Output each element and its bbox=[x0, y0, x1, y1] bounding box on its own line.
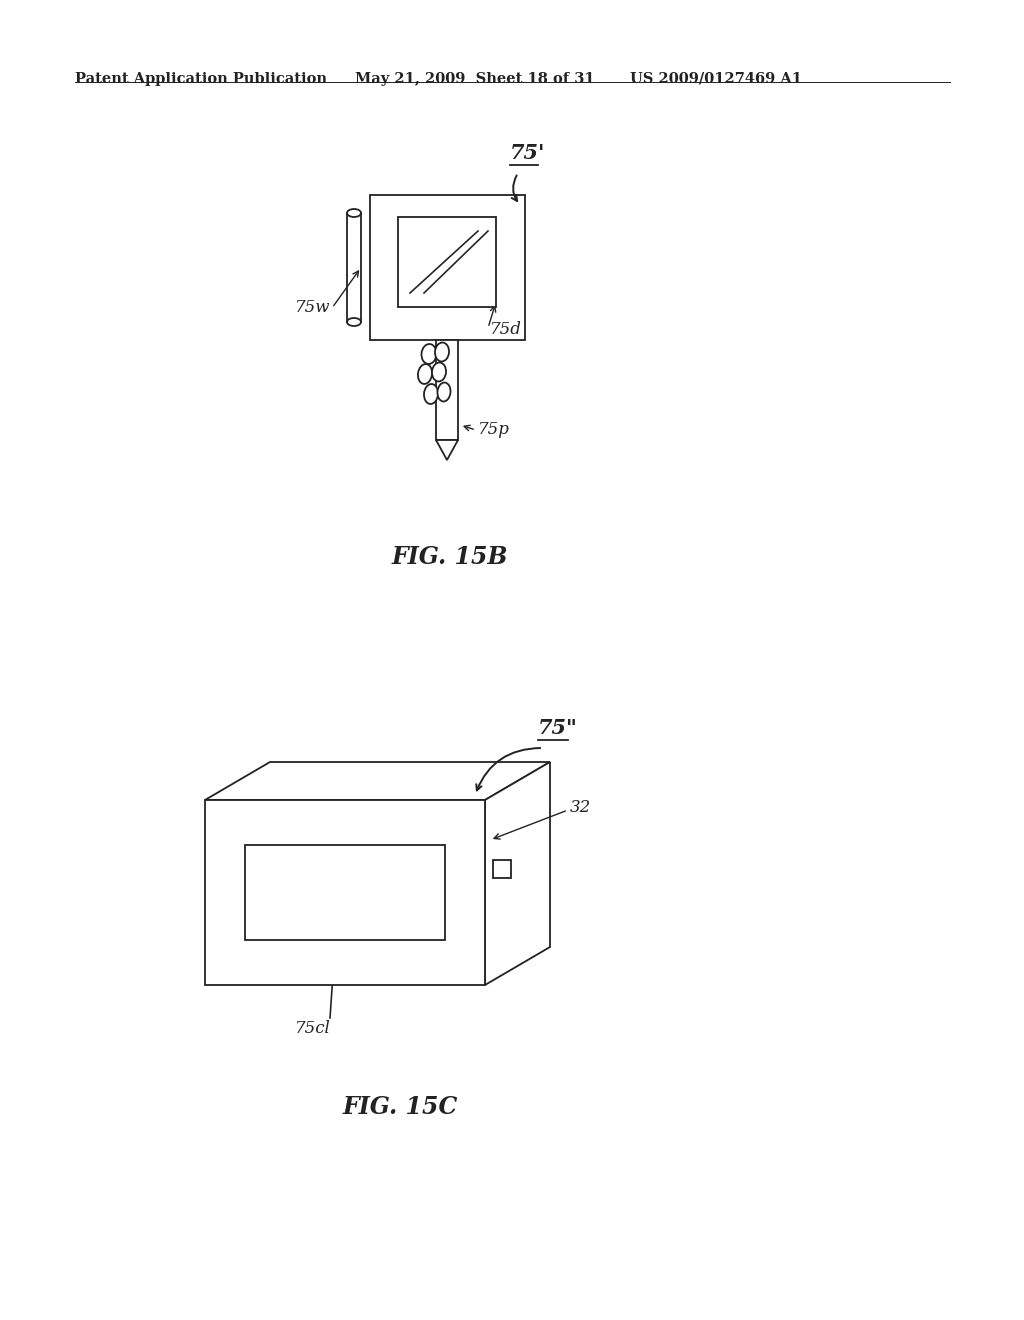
Text: FIG. 15C: FIG. 15C bbox=[342, 1096, 458, 1119]
Text: FIG. 15B: FIG. 15B bbox=[392, 545, 508, 569]
Text: Patent Application Publication: Patent Application Publication bbox=[75, 73, 327, 86]
Polygon shape bbox=[205, 762, 550, 800]
Text: 32: 32 bbox=[570, 800, 591, 817]
Ellipse shape bbox=[347, 209, 361, 216]
Ellipse shape bbox=[435, 342, 449, 362]
Text: 75w: 75w bbox=[295, 300, 330, 317]
Polygon shape bbox=[436, 440, 458, 459]
Bar bbox=[436, 341, 458, 440]
Bar bbox=[347, 213, 361, 322]
Ellipse shape bbox=[347, 318, 361, 326]
Text: 75": 75" bbox=[538, 718, 578, 738]
Ellipse shape bbox=[437, 383, 451, 401]
Text: 75p: 75p bbox=[478, 421, 510, 438]
Bar bbox=[398, 216, 496, 308]
Ellipse shape bbox=[422, 345, 436, 364]
Ellipse shape bbox=[418, 364, 432, 384]
Polygon shape bbox=[485, 762, 550, 985]
Ellipse shape bbox=[424, 384, 438, 404]
Bar bbox=[493, 861, 511, 878]
Text: May 21, 2009  Sheet 18 of 31: May 21, 2009 Sheet 18 of 31 bbox=[355, 73, 595, 86]
Text: 75cl: 75cl bbox=[295, 1020, 331, 1038]
Bar bbox=[245, 845, 445, 940]
Text: 75': 75' bbox=[510, 143, 546, 162]
Ellipse shape bbox=[432, 363, 446, 381]
Bar bbox=[370, 195, 525, 341]
Bar bbox=[205, 800, 485, 985]
Text: 75d: 75d bbox=[490, 322, 522, 338]
Text: US 2009/0127469 A1: US 2009/0127469 A1 bbox=[630, 73, 802, 86]
